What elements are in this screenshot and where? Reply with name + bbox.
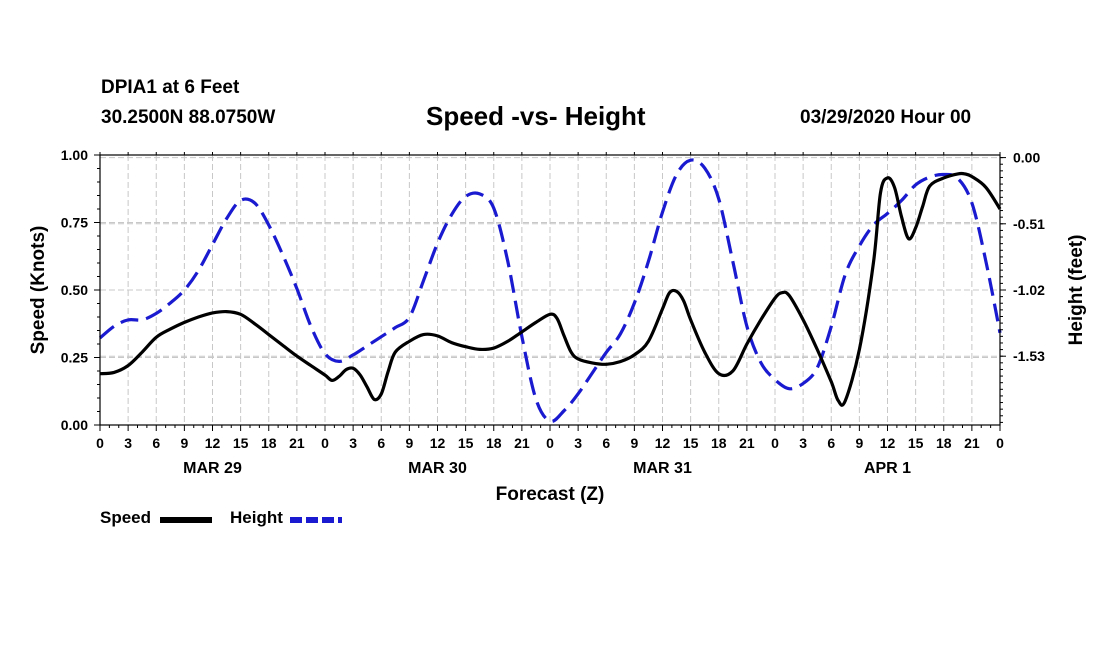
x-tick-label: 0 [321,435,329,451]
left-y-tick-label: 1.00 [61,147,88,163]
x-tick-label: 18 [486,435,502,451]
legend-height-label: Height [230,508,283,527]
right-y-axis-title: Height (feet) [1066,235,1087,346]
day-label: MAR 29 [183,460,242,477]
x-tick-label: 0 [996,435,1004,451]
x-tick-label: 18 [711,435,727,451]
x-tick-label: 0 [96,435,104,451]
x-tick-label: 15 [458,435,474,451]
x-tick-label: 12 [655,435,671,451]
x-tick-label: 18 [936,435,952,451]
left-y-tick-label: 0.50 [61,282,88,298]
x-tick-label: 6 [377,435,385,451]
x-tick-label: 15 [683,435,699,451]
forecast-run-time: 03/29/2020 Hour 00 [800,107,972,128]
x-axis-title: Forecast (Z) [496,484,605,505]
left-y-tick-label: 0.75 [61,215,88,231]
legend-speed-label: Speed [100,508,152,527]
x-tick-label: 21 [514,435,530,451]
x-tick-label: 0 [546,435,554,451]
x-tick-label: 21 [964,435,980,451]
x-tick-label: 6 [152,435,160,451]
x-tick-label: 0 [771,435,779,451]
x-tick-label: 12 [430,435,446,451]
day-label: MAR 31 [633,460,692,477]
right-y-tick-label: -1.02 [1013,282,1045,298]
x-tick-label: 6 [827,435,835,451]
right-y-tick-label: 0.00 [1013,150,1040,166]
legend-height-swatch [290,517,342,523]
x-tick-label: 6 [602,435,610,451]
x-tick-label: 12 [205,435,221,451]
tick-labels: 0 3 6 9 12 15 18 21 0 3 6 9 12 15 18 21 0 3 6 9 12 15 18 21 0 3 6 9… [61,147,1045,477]
station-coordinates: 30.2500N 88.0750W [101,107,276,128]
grid [100,155,1000,425]
x-tick-label: 15 [233,435,249,451]
x-tick-label: 3 [574,435,582,451]
x-tick-label: 18 [261,435,277,451]
series-layer [98,158,1002,423]
x-tick-label: 9 [405,435,413,451]
x-tick-label: 3 [349,435,357,451]
left-y-axis-title: Speed (Knots) [28,226,49,355]
x-tick-label: 21 [739,435,755,451]
left-y-tick-label: 0.00 [61,417,88,433]
height-series-line [98,158,1002,423]
right-y-tick-label: -0.51 [1013,216,1045,232]
right-y-tick-label: -1.53 [1013,348,1045,364]
x-tick-label: 9 [855,435,863,451]
speed-series-line [99,171,1002,407]
x-tick-label: 3 [124,435,132,451]
chart-title: Speed -vs- Height [426,101,646,131]
x-tick-label: 3 [799,435,807,451]
x-tick-label: 9 [180,435,188,451]
ticks [94,152,1006,431]
x-tick-label: 12 [880,435,896,451]
station-label: DPIA1 at 6 Feet [101,77,240,98]
legend-speed-swatch [160,517,212,523]
x-tick-label: 9 [630,435,638,451]
day-label: MAR 30 [408,460,467,477]
left-y-tick-label: 0.25 [61,350,88,366]
x-tick-label: 21 [289,435,305,451]
x-tick-label: 15 [908,435,924,451]
day-label: APR 1 [864,460,911,477]
